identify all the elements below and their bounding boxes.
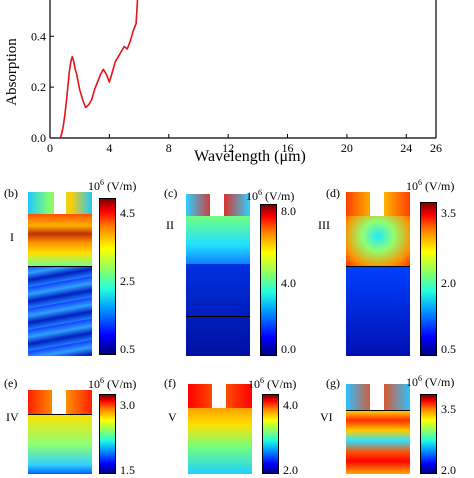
- chart-ylabel: Absorption: [4, 38, 20, 106]
- chart-x-tick-label: 26: [430, 141, 442, 155]
- unit-label-b: 106 (V/m): [88, 178, 137, 193]
- chart-y-tick-label: 0.0: [31, 131, 46, 145]
- panel-roman-g: VI: [320, 410, 333, 424]
- colorbar-d-tick-mid: 2.0: [441, 276, 456, 290]
- panel-label-e: (e): [4, 376, 18, 390]
- panel-label-f: (f): [164, 376, 176, 390]
- panel-label-g: (g): [326, 376, 340, 390]
- chart-x-tick-label: 24: [400, 141, 412, 155]
- panel-roman-e: IV: [6, 410, 19, 424]
- unit-label-c: 106 (V/m): [246, 188, 295, 203]
- chart-x-tick-label: 4: [106, 141, 112, 155]
- colorbar-f-tick-max: 4.0: [283, 398, 298, 412]
- chart-y-tick-label: 0.2: [31, 80, 46, 94]
- field-map-b: [28, 192, 92, 356]
- chart-x-tick-label: 20: [341, 141, 353, 155]
- colorbar-f: [262, 394, 279, 474]
- panel-roman-b: I: [10, 230, 14, 244]
- panel-roman-d: III: [318, 218, 330, 232]
- chart-x-tick-label: 8: [166, 141, 172, 155]
- field-map-d: [346, 192, 410, 356]
- chart-x-tick-label: 12: [222, 141, 234, 155]
- absorption-series-line: [59, 0, 139, 139]
- colorbar-g-tick-max: 3.5: [441, 402, 456, 416]
- colorbar-b: [99, 198, 116, 355]
- colorbar-f-tick-mid: 2.0: [283, 463, 298, 477]
- colorbar-g: [420, 394, 437, 474]
- field-map-c: [186, 194, 250, 356]
- chart-y-tick-label: 0.4: [31, 29, 46, 43]
- panel-label-b: (b): [4, 186, 18, 200]
- colorbar-b-tick-min: 0.5: [120, 342, 135, 356]
- panel-label-c: (c): [164, 186, 178, 200]
- panel-roman-c: II: [166, 218, 174, 232]
- colorbar-d-tick-min: 0.5: [441, 342, 456, 356]
- colorbar-c-tick-max: 8.0: [281, 204, 296, 218]
- colorbar-e-tick-max: 3.0: [120, 398, 135, 412]
- colorbar-g-tick-mid: 2.0: [441, 463, 456, 477]
- colorbar-d-tick-max: 3.5: [441, 206, 456, 220]
- unit-label-g: 106 (V/m): [406, 374, 455, 389]
- colorbar-b-tick-max: 4.5: [120, 206, 135, 220]
- unit-label-d: 106 (V/m): [406, 178, 455, 193]
- colorbar-e-tick-mid: 1.5: [120, 463, 135, 477]
- chart-x-tick-label: 0: [47, 141, 53, 155]
- field-map-f: [188, 384, 252, 474]
- unit-label-f: 106 (V/m): [248, 376, 297, 391]
- field-map-g: [346, 384, 410, 474]
- chart-x-tick-label: 16: [282, 141, 294, 155]
- colorbar-e: [99, 394, 116, 474]
- panel-label-d: (d): [326, 186, 340, 200]
- unit-label-e: 106 (V/m): [88, 376, 137, 391]
- colorbar-c-tick-mid: 4.0: [281, 276, 296, 290]
- field-map-e: [28, 390, 92, 474]
- colorbar-d: [420, 202, 437, 356]
- colorbar-c-tick-min: 0.0: [281, 342, 296, 356]
- panel-roman-f: V: [168, 410, 177, 424]
- chart-xlabel: Wavelength (μm): [194, 148, 306, 165]
- colorbar-c: [260, 204, 277, 356]
- colorbar-b-tick-mid: 2.5: [120, 274, 135, 288]
